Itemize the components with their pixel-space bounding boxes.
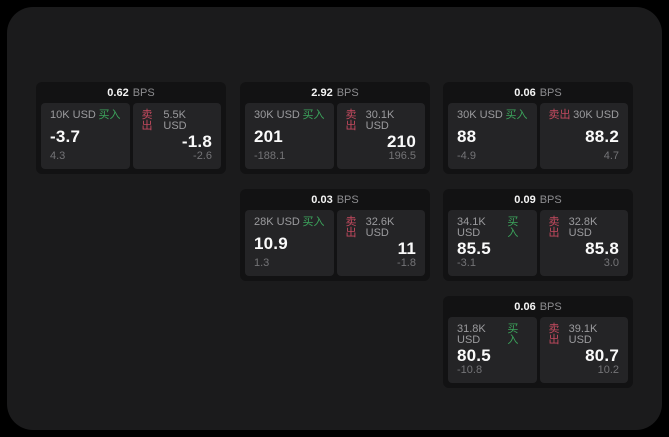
sell-price: -1.8	[181, 132, 212, 151]
spread-unit-label: BPS	[539, 300, 562, 313]
spread-value: 0.03	[311, 193, 333, 206]
sell-quote-tile[interactable]: 卖出 39.1K USD 80.7 10.2	[539, 317, 628, 383]
sell-label: 卖出	[548, 323, 560, 346]
buy-quote-tile[interactable]: 30K USD 买入 88 -4.9	[448, 103, 537, 169]
spread-header: 0.62 BPS	[41, 82, 221, 103]
sell-delta: 10.2	[597, 364, 619, 376]
buy-price: 10.9	[254, 233, 288, 253]
sell-quote-tile[interactable]: 卖出 5.5K USD -1.8 -2.6	[132, 103, 221, 169]
sell-delta: -1.8	[397, 257, 416, 269]
sell-price: 210	[387, 132, 416, 151]
spread-unit-label: BPS	[539, 193, 562, 206]
buy-quote-tile[interactable]: 31.8K USD 买入 80.5 -10.8	[448, 317, 537, 383]
buy-quote-tile[interactable]: 34.1K USD 买入 85.5 -3.1	[448, 210, 537, 276]
sell-delta: 3.0	[603, 257, 619, 269]
sell-quote-tile[interactable]: 卖出 32.6K USD 11 -1.8	[336, 210, 425, 276]
spread-unit-label: BPS	[336, 193, 359, 206]
buy-label: 买入	[98, 109, 121, 121]
buy-quote-tile[interactable]: 30K USD 买入 201 -188.1	[245, 103, 334, 169]
sell-amount: 5.5K USD	[163, 109, 187, 132]
spread-value: 0.09	[514, 193, 536, 206]
sell-amount: 32.6K USD	[365, 216, 395, 239]
quote-card: 0.06 BPS 30K USD 买入 88 -4.9 卖出 30K USD 8…	[443, 82, 633, 174]
spread-unit-label: BPS	[539, 86, 562, 99]
spread-header: 0.09 BPS	[448, 189, 628, 210]
buy-delta: 1.3	[254, 257, 270, 269]
buy-amount: 28K USD	[254, 216, 300, 228]
sell-amount: 30K USD	[573, 109, 619, 121]
quote-card: 0.03 BPS 28K USD 买入 10.9 1.3 卖出 32.6K US…	[240, 189, 430, 281]
buy-label: 买入	[507, 216, 519, 239]
buy-delta: -10.8	[457, 364, 483, 376]
quote-card: 0.06 BPS 31.8K USD 买入 80.5 -10.8 卖出 39.1…	[443, 296, 633, 388]
buy-amount: 30K USD	[457, 109, 503, 121]
spread-value: 0.62	[107, 86, 129, 99]
buy-price: 88	[457, 126, 477, 146]
spread-value: 2.92	[311, 86, 333, 99]
buy-label: 买入	[507, 323, 519, 346]
spread-header: 0.06 BPS	[448, 82, 628, 103]
buy-price: -3.7	[50, 126, 81, 146]
buy-label: 买入	[505, 109, 528, 121]
quote-card: 2.92 BPS 30K USD 买入 201 -188.1 卖出 30.1K …	[240, 82, 430, 174]
sell-amount: 32.8K USD	[568, 216, 598, 239]
buy-price: 85.5	[457, 239, 491, 258]
sell-quote-tile[interactable]: 卖出 30.1K USD 210 196.5	[336, 103, 425, 169]
sell-label: 卖出	[548, 109, 571, 121]
spread-header: 0.03 BPS	[245, 189, 425, 210]
buy-quote-tile[interactable]: 10K USD 买入 -3.7 4.3	[41, 103, 130, 169]
buy-quote-tile[interactable]: 28K USD 买入 10.9 1.3	[245, 210, 334, 276]
sell-delta: 196.5	[388, 150, 416, 162]
quote-card: 0.62 BPS 10K USD 买入 -3.7 4.3 卖出 5.5K USD…	[36, 82, 226, 174]
quote-card: 0.09 BPS 34.1K USD 买入 85.5 -3.1 卖出 32.8K…	[443, 189, 633, 281]
sell-delta: 4.7	[603, 150, 619, 162]
spread-value: 0.06	[514, 86, 536, 99]
buy-delta: -188.1	[254, 150, 286, 162]
spread-unit-label: BPS	[132, 86, 155, 99]
spread-unit-label: BPS	[336, 86, 359, 99]
spread-value: 0.06	[514, 300, 536, 313]
sell-label: 卖出	[548, 216, 560, 239]
sell-delta: -2.6	[193, 150, 212, 162]
buy-amount: 10K USD	[50, 109, 96, 121]
spread-header: 2.92 BPS	[245, 82, 425, 103]
sell-price: 11	[397, 239, 416, 258]
sell-price: 80.7	[585, 346, 619, 365]
sell-label: 卖出	[141, 109, 153, 132]
buy-delta: -3.1	[457, 257, 476, 269]
sell-quote-tile[interactable]: 卖出 32.8K USD 85.8 3.0	[539, 210, 628, 276]
sell-label: 卖出	[345, 109, 357, 132]
sell-amount: 30.1K USD	[365, 109, 395, 132]
buy-label: 买入	[302, 109, 325, 121]
buy-price: 201	[254, 126, 283, 146]
sell-price: 88.2	[585, 126, 619, 146]
spread-header: 0.06 BPS	[448, 296, 628, 317]
buy-amount: 31.8K USD	[457, 323, 486, 346]
sell-quote-tile[interactable]: 卖出 30K USD 88.2 4.7	[539, 103, 628, 169]
buy-amount: 30K USD	[254, 109, 300, 121]
quote-board-panel: 0.62 BPS 10K USD 买入 -3.7 4.3 卖出 5.5K USD…	[7, 7, 662, 430]
buy-delta: -4.9	[457, 150, 476, 162]
buy-amount: 34.1K USD	[457, 216, 486, 239]
sell-label: 卖出	[345, 216, 357, 239]
sell-amount: 39.1K USD	[568, 323, 598, 346]
buy-delta: 4.3	[50, 150, 66, 162]
buy-price: 80.5	[457, 346, 491, 365]
sell-price: 85.8	[585, 239, 619, 258]
buy-label: 买入	[302, 216, 325, 228]
